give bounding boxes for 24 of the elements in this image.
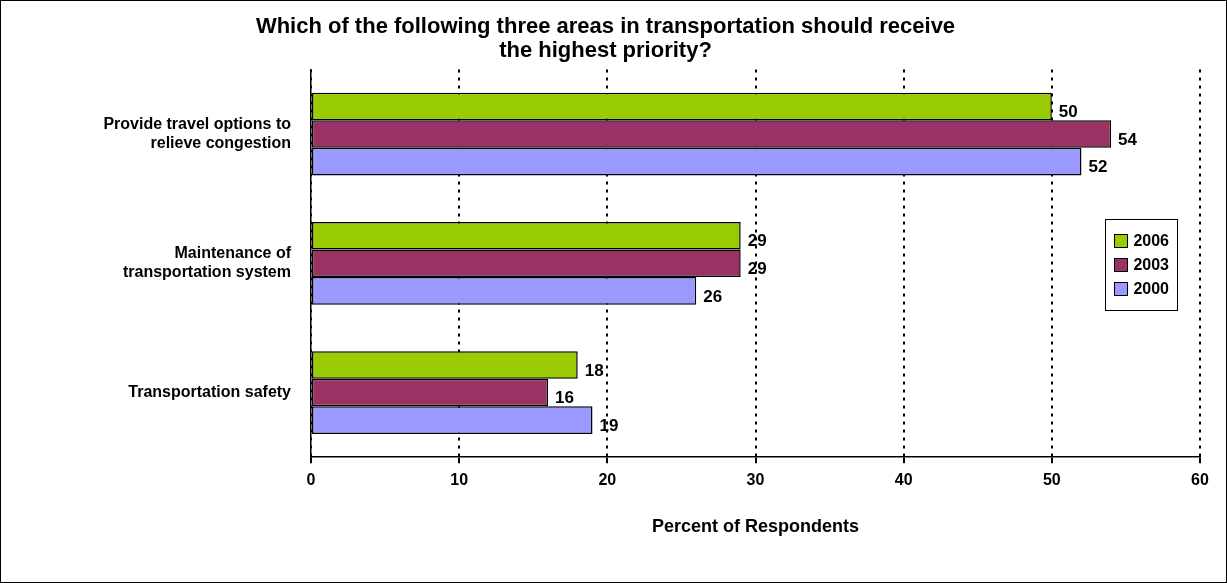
data-label: 16 <box>555 388 574 408</box>
y-tick-label: Transportation safety <box>128 382 292 400</box>
data-label: 50 <box>1058 102 1078 122</box>
data-label: 26 <box>703 286 723 306</box>
x-tick-label: 0 <box>306 471 316 489</box>
x-tick-label: 20 <box>598 471 617 489</box>
x-tick-label: 10 <box>450 471 469 489</box>
x-axis-title: Percent of Respondents <box>651 516 860 537</box>
data-label: 29 <box>747 258 767 278</box>
data-label: 19 <box>599 415 619 435</box>
x-tick-label: 60 <box>1191 471 1209 489</box>
data-label: 52 <box>1088 157 1108 177</box>
legend-label: 2003 <box>1133 256 1169 274</box>
y-tick-label: Maintenance of transportation system <box>122 244 292 281</box>
data-label: 18 <box>584 360 604 380</box>
legend-label: 2006 <box>1133 232 1169 250</box>
x-tick-label: 40 <box>894 471 913 489</box>
y-tick-label: Provide travel options to relieve congestion <box>103 114 292 152</box>
x-tick-label: 30 <box>746 471 765 489</box>
data-label: 54 <box>1118 129 1138 149</box>
chart-title: Which of the following three areas in transportation should receive the highest priority? <box>255 13 956 63</box>
x-tick-label: 50 <box>1042 471 1061 489</box>
legend-label: 2000 <box>1133 280 1169 298</box>
data-label: 29 <box>747 231 767 251</box>
